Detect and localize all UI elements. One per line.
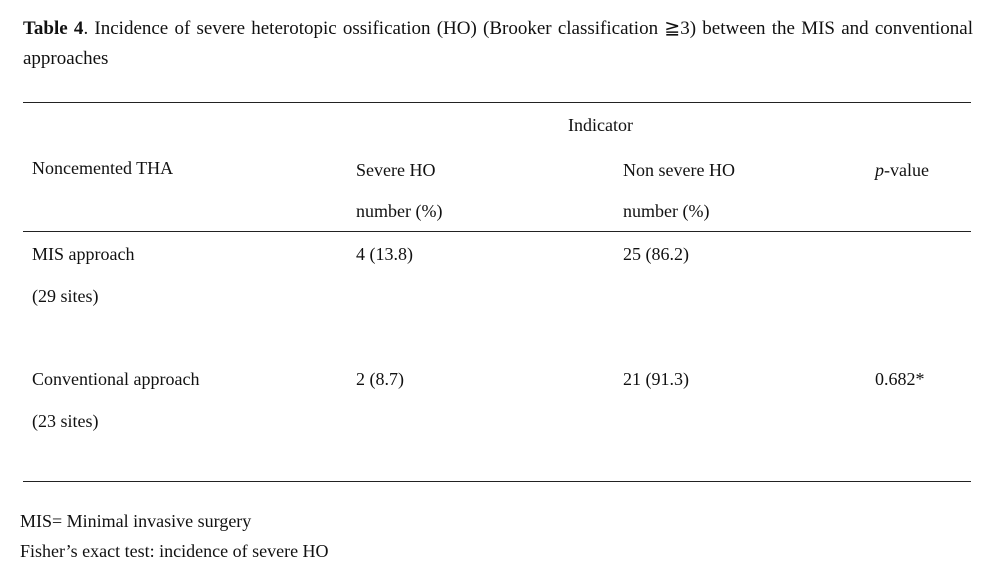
row-header-noncemented-tha: Noncemented THA [32, 158, 174, 178]
table-header-rule [23, 231, 971, 232]
row-mis-approach-non-severe: 25 (86.2) [623, 244, 689, 264]
indicator-group-header: Indicator [568, 115, 633, 135]
table-label: Table 4 [23, 18, 84, 39]
table-bottom-rule [23, 481, 971, 482]
table-top-rule [23, 102, 971, 103]
column-header-severe-ho-unit: number (%) [356, 201, 443, 221]
column-header-non-severe-ho: Non severe HO [623, 160, 735, 180]
row-mis-approach-severe: 4 (13.8) [356, 244, 413, 264]
row-mis-approach-sites: (29 sites) [32, 286, 99, 306]
footnote-fisher-test: Fisher’s exact test: incidence of severe… [20, 541, 329, 561]
p-value-italic-p: p [875, 160, 884, 180]
p-value-suffix: -value [884, 160, 929, 180]
table-caption: Table 4. Incidence of severe heterotopic… [23, 14, 973, 74]
row-conventional-approach-non-severe: 21 (91.3) [623, 369, 689, 389]
column-header-severe-ho: Severe HO [356, 160, 436, 180]
row-conventional-approach-severe: 2 (8.7) [356, 369, 404, 389]
footnote-mis-definition: MIS= Minimal invasive surgery [20, 511, 252, 531]
row-mis-approach-name: MIS approach [32, 244, 135, 264]
column-header-non-severe-ho-unit: number (%) [623, 201, 710, 221]
row-conventional-approach-p-value: 0.682* [875, 369, 925, 389]
row-conventional-approach-sites: (23 sites) [32, 411, 99, 431]
table-caption-text: . Incidence of severe heterotopic ossifi… [23, 18, 973, 69]
column-header-p-value: p-value [875, 159, 929, 181]
row-conventional-approach-name: Conventional approach [32, 369, 200, 389]
